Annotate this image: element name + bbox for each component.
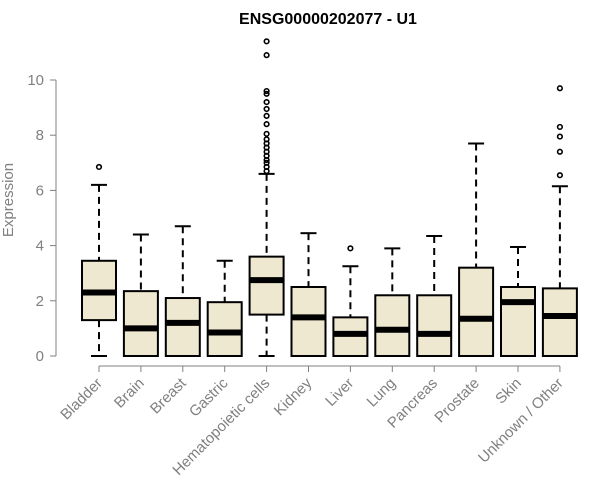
outlier-point	[95, 163, 103, 171]
box-brain	[122, 233, 159, 358]
boxes-layer	[81, 38, 578, 358]
y-tick-label: 4	[36, 238, 44, 255]
outlier-point	[263, 130, 270, 137]
outlier-point	[263, 52, 270, 59]
box-body	[164, 297, 201, 358]
outlier-point	[556, 123, 564, 131]
box-prostate	[458, 142, 495, 357]
y-tick-label: 0	[36, 348, 44, 365]
x-tick-label: Prostate	[431, 375, 483, 427]
x-tick-label: Lung	[364, 375, 400, 411]
outlier-point	[263, 136, 270, 143]
x-tick-label: Brain	[111, 375, 148, 412]
box-unknown-other	[541, 85, 578, 358]
outlier-point	[263, 90, 270, 97]
y-tick-label: 10	[27, 72, 44, 89]
outlier-point	[556, 133, 564, 140]
outlier-point	[263, 38, 270, 45]
box-body	[541, 287, 578, 358]
box-body	[248, 255, 285, 316]
outlier-point	[347, 245, 354, 252]
box-body	[416, 294, 453, 357]
x-tick-label: Kidney	[271, 374, 316, 419]
outlier-point	[263, 112, 270, 119]
outlier-point	[263, 121, 270, 128]
box-body	[500, 286, 536, 357]
y-tick-label: 6	[36, 182, 44, 199]
x-tick-label: Skin	[492, 375, 525, 408]
box-body	[290, 286, 327, 357]
box-lung	[374, 247, 411, 357]
x-tick-label: Breast	[147, 374, 190, 417]
outlier-point	[263, 98, 270, 106]
box-bladder	[81, 163, 117, 357]
box-body	[458, 266, 495, 357]
x-tick-label: Liver	[322, 375, 357, 410]
box-body	[374, 294, 411, 357]
box-liver	[332, 245, 369, 357]
y-tick-label: 2	[36, 293, 44, 310]
outlier-point	[556, 148, 564, 155]
chart-title: ENSG00000202077 - U1	[239, 11, 417, 28]
outlier-point	[556, 85, 564, 92]
y-axis-label: Expression	[0, 163, 17, 237]
box-breast	[164, 225, 201, 358]
box-kidney	[290, 232, 327, 357]
box-body	[122, 290, 159, 358]
outlier-point	[556, 172, 564, 179]
box-pancreas	[416, 234, 453, 357]
box-hematopoietic-cells	[248, 38, 285, 357]
outlier-point	[263, 159, 270, 166]
y-axis: 0 2 4 6 8 10	[27, 72, 57, 365]
box-gastric	[206, 259, 243, 357]
x-tick-label: Bladder	[57, 375, 106, 424]
outlier-point	[263, 87, 270, 95]
outlier-point	[263, 105, 270, 113]
box-body	[206, 301, 243, 357]
box-skin	[500, 245, 536, 357]
y-tick-label: 8	[36, 127, 44, 144]
